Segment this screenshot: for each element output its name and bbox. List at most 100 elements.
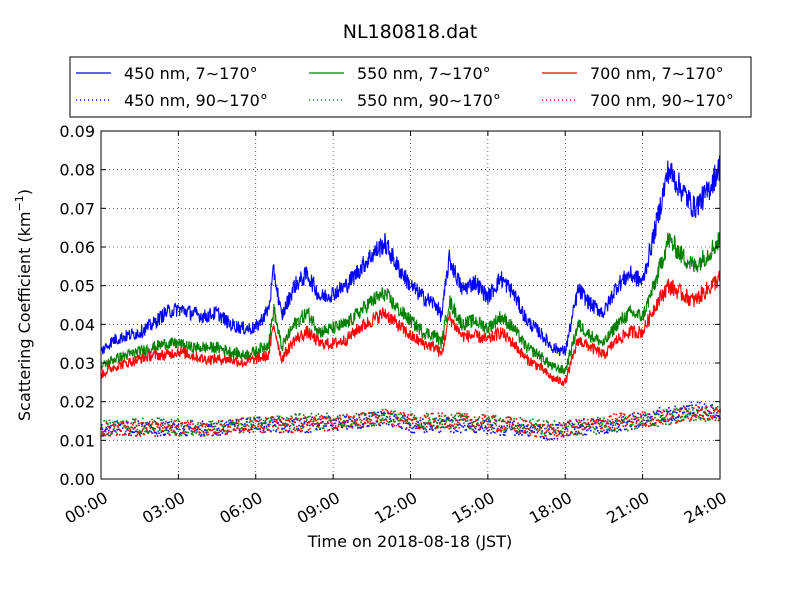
series-point	[117, 428, 120, 431]
series-point	[315, 419, 317, 422]
series-point	[513, 418, 515, 420]
series-point	[685, 416, 687, 419]
series-point	[639, 421, 642, 424]
series-point	[499, 428, 502, 431]
series-point	[694, 415, 697, 417]
series-point	[366, 418, 368, 421]
series-point	[553, 437, 556, 440]
series-point	[592, 418, 594, 421]
series-point	[501, 425, 503, 428]
series-point	[538, 427, 541, 429]
series-point	[138, 433, 141, 436]
series-point	[375, 424, 378, 427]
series-point	[675, 407, 678, 410]
series-point	[443, 420, 446, 422]
series-point	[125, 425, 128, 428]
series-point	[661, 417, 663, 420]
series-point	[224, 429, 226, 432]
series-point	[326, 429, 329, 432]
series-point	[500, 430, 502, 432]
series-point	[407, 422, 409, 425]
series-point	[192, 434, 194, 436]
series-point	[402, 422, 405, 424]
series-point	[257, 423, 259, 426]
series-point	[663, 417, 666, 419]
series-point	[408, 426, 411, 428]
series-point	[283, 423, 286, 425]
series-point	[687, 417, 690, 420]
series-point	[131, 423, 134, 426]
series-point	[711, 404, 714, 407]
y-tick-label: 0.05	[59, 277, 95, 296]
series-point	[316, 425, 318, 428]
series-point	[420, 422, 423, 425]
series-point	[509, 416, 512, 419]
series-point	[194, 428, 197, 430]
series-point	[160, 422, 163, 424]
series-point	[103, 433, 105, 435]
series-point	[169, 427, 171, 430]
legend-item-700-nm-90-170: 700 nm, 90∼170°	[542, 91, 734, 110]
series-point	[278, 415, 281, 418]
series-point	[408, 421, 410, 424]
series-point	[376, 419, 379, 422]
series-point	[481, 427, 484, 430]
series-point	[115, 434, 118, 436]
series-point	[159, 426, 161, 429]
series-point	[242, 431, 245, 434]
series-point	[401, 419, 404, 422]
series-point	[460, 425, 463, 427]
series-point	[210, 425, 213, 428]
series-point	[543, 424, 546, 426]
series-point	[218, 433, 221, 436]
series-point	[553, 433, 556, 436]
y-tick-label: 0.03	[59, 354, 95, 373]
series-point	[634, 417, 637, 420]
series-point	[289, 418, 292, 420]
series-point	[221, 419, 224, 422]
series-point	[136, 428, 139, 431]
series-point	[278, 424, 280, 426]
series-point	[588, 427, 591, 430]
series-point	[195, 429, 197, 431]
series-point	[377, 411, 379, 414]
series-point	[373, 411, 375, 414]
series-point	[670, 421, 673, 424]
series-point	[119, 424, 122, 426]
series-point	[111, 424, 114, 426]
series-point	[550, 433, 553, 435]
series-point	[671, 415, 673, 418]
series-point	[579, 424, 582, 427]
series-point	[552, 430, 555, 432]
series-point	[105, 420, 108, 422]
series-point	[253, 416, 256, 419]
series-point	[182, 432, 185, 435]
series-point	[451, 424, 454, 427]
series-point	[344, 421, 347, 423]
series-point	[141, 417, 144, 420]
series-point	[220, 429, 223, 431]
series-point	[526, 430, 529, 433]
series-point	[571, 431, 574, 434]
series-point	[662, 409, 665, 412]
series-point	[505, 416, 508, 419]
series-point	[211, 429, 214, 431]
series-point	[367, 425, 370, 427]
series-point	[210, 424, 213, 427]
series-point	[422, 422, 425, 424]
series-point	[656, 410, 659, 413]
series-point	[681, 407, 683, 410]
series-point	[711, 417, 714, 420]
series-point	[291, 419, 293, 422]
series-point	[566, 428, 569, 431]
series-point	[167, 429, 170, 432]
series-point	[203, 434, 206, 437]
series-point	[146, 421, 149, 424]
series-point	[437, 412, 440, 415]
series-point	[695, 404, 697, 407]
series-point	[605, 425, 608, 428]
series-point	[432, 412, 434, 415]
series-point	[581, 423, 584, 425]
series-point	[630, 420, 632, 423]
series-point	[371, 413, 374, 416]
